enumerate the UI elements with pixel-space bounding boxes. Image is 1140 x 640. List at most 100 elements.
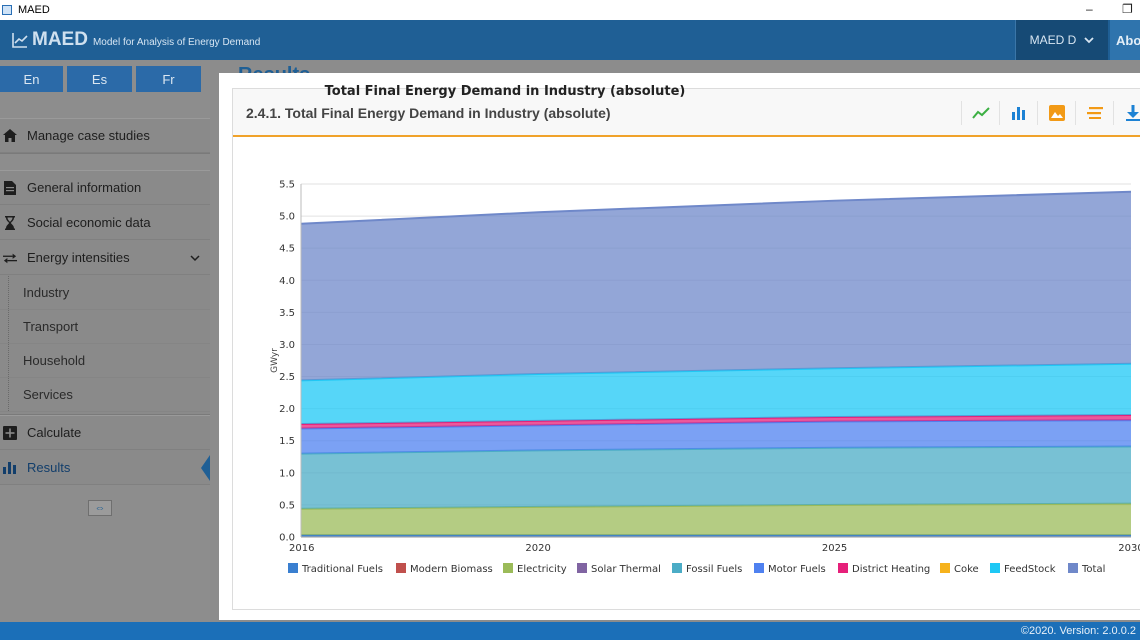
nav-general-information[interactable]: General information <box>0 171 210 205</box>
legend-label: District Heating <box>852 564 930 575</box>
x-tick-label: 2025 <box>822 543 847 554</box>
nav-label: Energy intensities <box>27 250 130 265</box>
nav-label: General information <box>27 180 142 195</box>
legend-label: Total <box>1081 564 1105 575</box>
line-chart-button[interactable] <box>961 101 999 125</box>
language-switcher: En Es Fr <box>0 66 210 92</box>
legend-swatch <box>503 563 513 573</box>
chart-title: Total Final Energy Demand in Industry (a… <box>324 84 686 99</box>
nav-calculate[interactable]: Calculate <box>0 416 210 450</box>
y-tick-label: 4.0 <box>279 276 295 287</box>
app-header: MAED Model for Analysis of Energy Demand… <box>0 20 1140 60</box>
user-menu[interactable]: MAED D <box>1016 20 1108 60</box>
x-tick-label: 2016 <box>289 543 314 554</box>
nav-label: Calculate <box>27 425 82 440</box>
nav-label: Manage case studies <box>27 128 150 143</box>
chart-toolbar <box>961 101 1140 125</box>
legend-swatch <box>672 563 682 573</box>
lang-es-button[interactable]: Es <box>67 66 132 92</box>
legend-label: Traditional Fuels <box>301 564 383 575</box>
line-chart-icon <box>971 107 990 119</box>
minimize-button[interactable]: – <box>1086 2 1093 16</box>
legend-label: Coke <box>954 564 979 575</box>
series-line-total <box>300 190 1132 225</box>
app-icon <box>2 5 12 15</box>
sidebar-collapse-button[interactable]: ⇔ <box>88 500 112 516</box>
area-electricity <box>301 503 1131 536</box>
version-text: ©2020. Version: 2.0.0.2 <box>1020 625 1136 637</box>
image-button[interactable] <box>1037 101 1075 125</box>
tree-line <box>8 310 9 343</box>
lang-en-button[interactable]: En <box>0 66 63 92</box>
legend-swatch <box>396 563 406 573</box>
y-tick-label: 3.0 <box>279 340 295 351</box>
area-motor-fuels <box>301 420 1131 454</box>
legend-swatch <box>754 563 764 573</box>
nav-label: Transport <box>23 319 79 334</box>
sidebar: En Es Fr Manage case studies General inf… <box>0 60 210 622</box>
legend-swatch <box>940 563 950 573</box>
area-feedstock <box>301 363 1131 425</box>
image-icon <box>1048 105 1065 121</box>
x-tick-label: 2020 <box>525 543 550 554</box>
y-tick-label: 0.5 <box>279 500 295 511</box>
y-tick-label: 2.5 <box>279 372 295 383</box>
nav-group-main: General information Social economic data… <box>0 170 210 415</box>
nav-energy-intensities[interactable]: Energy intensities <box>0 241 210 275</box>
chevron-down-icon <box>190 255 200 262</box>
about-button[interactable]: Abo <box>1110 20 1140 60</box>
x-tick-label: 2030 <box>1118 543 1140 554</box>
hourglass-icon <box>3 215 17 230</box>
nav-manage-case-studies[interactable]: Manage case studies <box>0 119 210 153</box>
area-district-heating <box>301 415 1131 429</box>
legend-swatch <box>288 563 298 573</box>
nav-sub-services[interactable]: Services <box>0 378 210 412</box>
window-title: MAED <box>18 4 50 16</box>
nav-group-manage: Manage case studies <box>0 118 210 154</box>
legend-label: FeedStock <box>1004 564 1056 575</box>
y-tick-label: 3.5 <box>279 308 295 319</box>
header-divider <box>1015 20 1016 60</box>
card-header: 2.4.1. Total Final Energy Demand in Indu… <box>233 89 1140 137</box>
y-tick-label: 1.0 <box>279 468 295 479</box>
y-tick-label: 5.0 <box>279 212 295 223</box>
nav-sub-household[interactable]: Household <box>0 344 210 378</box>
area-fossil-fuels <box>301 446 1131 509</box>
user-menu-label: MAED D <box>1029 33 1077 47</box>
lang-fr-button[interactable]: Fr <box>136 66 201 92</box>
window-titlebar: MAED – ❐ <box>0 0 1140 20</box>
nav-sub-transport[interactable]: Transport <box>0 310 210 344</box>
logo[interactable]: MAED Model for Analysis of Energy Demand <box>12 29 260 51</box>
brand-subtitle: Model for Analysis of Energy Demand <box>92 36 261 48</box>
nav-social-economic-data[interactable]: Social economic data <box>0 206 210 240</box>
y-tick-label: 4.5 <box>279 244 295 255</box>
legend-swatch <box>990 563 1000 573</box>
bar-chart-icon <box>1011 107 1025 120</box>
nav-sub-industry[interactable]: Industry <box>0 276 210 310</box>
nav-label: Results <box>27 460 71 475</box>
legend-label: Modern Biomass <box>410 564 493 575</box>
y-tick-label: 5.5 <box>279 180 295 191</box>
nav-label: Industry <box>23 285 70 300</box>
y-axis-label: GWyr <box>270 348 280 373</box>
restore-button[interactable]: ❐ <box>1122 2 1133 16</box>
y-tick-label: 0.0 <box>279 533 295 544</box>
exchange-icon <box>3 251 17 265</box>
area-total <box>301 191 1131 381</box>
stack-button[interactable] <box>1075 101 1113 125</box>
active-indicator <box>201 455 210 481</box>
status-bar: ©2020. Version: 2.0.0.2 <box>0 622 1140 640</box>
download-button[interactable] <box>1113 101 1140 125</box>
brand-name: MAED <box>32 29 88 50</box>
tree-line <box>8 378 9 411</box>
area-chart: 0.0 0.5 1.0 1.5 2.0 2.5 3.0 3.5 4.0 4.5 5.0 5.5 2016… <box>270 180 1140 576</box>
legend-label: Motor Fuels <box>768 564 826 575</box>
tree-line <box>8 276 9 309</box>
nav-label: Services <box>23 387 73 402</box>
card-title: 2.4.1. Total Final Energy Demand in Indu… <box>246 105 611 121</box>
bar-chart-button[interactable] <box>999 101 1037 125</box>
nav-results[interactable]: Results <box>0 451 210 485</box>
nav-group-run: Calculate Results <box>0 415 210 485</box>
tree-line <box>8 344 9 377</box>
chevron-down-icon <box>1084 36 1094 43</box>
